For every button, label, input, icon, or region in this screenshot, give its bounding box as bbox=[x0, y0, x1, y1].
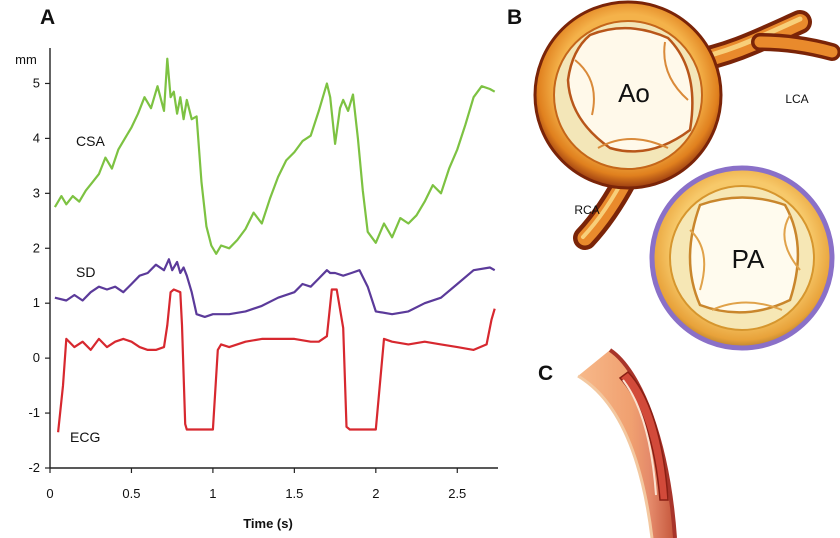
aortic-root: Ao bbox=[533, 0, 723, 190]
y-tick-label: 4 bbox=[33, 130, 40, 145]
panel-letter-b: B bbox=[507, 6, 523, 29]
series-label-sd: SD bbox=[76, 264, 95, 280]
series-labels: CSA SD ECG bbox=[70, 133, 105, 445]
x-tick-label: 1 bbox=[209, 486, 216, 501]
series-line-sd bbox=[54, 258, 496, 318]
series-line-ecg bbox=[57, 288, 496, 433]
hemodynamic-chart: -2 -1 0 1 2 3 4 5 0 0.5 1 1.5 2 2.5 mm Time (s) CSA S… bbox=[15, 48, 498, 531]
series-label-csa: CSA bbox=[76, 133, 105, 149]
aorta-label: Ao bbox=[618, 78, 650, 108]
panel-letter-a: A bbox=[40, 6, 56, 29]
x-ticks: 0 0.5 1 1.5 2 2.5 bbox=[46, 468, 466, 501]
x-tick-label: 2 bbox=[372, 486, 379, 501]
x-tick-label: 0.5 bbox=[122, 486, 140, 501]
x-tick-label: 1.5 bbox=[285, 486, 303, 501]
vessel-wall-section bbox=[577, 348, 677, 538]
y-axis-unit-label: mm bbox=[15, 52, 37, 67]
y-tick-label: 5 bbox=[33, 75, 40, 90]
y-tick-label: -2 bbox=[28, 460, 40, 475]
pulmonary-artery: PA bbox=[649, 165, 835, 351]
y-tick-label: -1 bbox=[28, 405, 40, 420]
rca-label: RCA bbox=[574, 203, 599, 217]
y-tick-label: 0 bbox=[33, 350, 40, 365]
x-tick-label: 0 bbox=[46, 486, 53, 501]
lca-label: LCA bbox=[785, 92, 808, 106]
chart-axes bbox=[49, 48, 498, 469]
series-line-csa bbox=[53, 57, 496, 255]
x-tick-label: 2.5 bbox=[448, 486, 466, 501]
y-tick-label: 3 bbox=[33, 185, 40, 200]
series-label-ecg: ECG bbox=[70, 429, 100, 445]
series-group bbox=[53, 57, 496, 433]
x-axis-title: Time (s) bbox=[243, 516, 293, 531]
y-tick-label: 1 bbox=[33, 295, 40, 310]
y-ticks: -2 -1 0 1 2 3 4 5 bbox=[28, 75, 50, 475]
pulmonary-artery-label: PA bbox=[732, 244, 765, 274]
panel-letter-c: C bbox=[538, 362, 554, 385]
y-tick-label: 2 bbox=[33, 240, 40, 255]
